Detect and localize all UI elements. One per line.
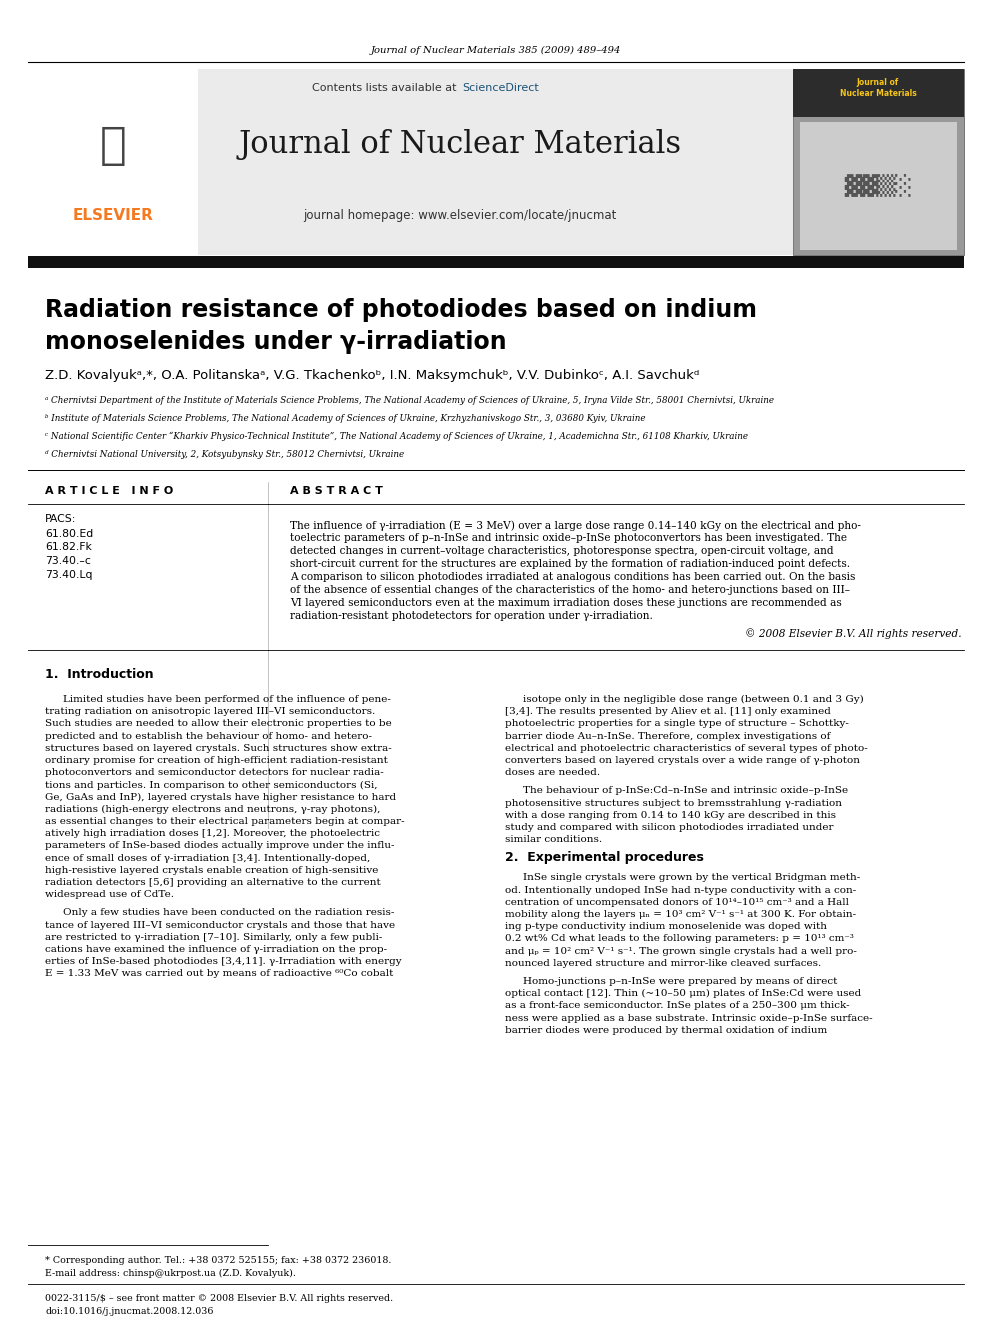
Text: electrical and photoelectric characteristics of several types of photo-: electrical and photoelectric characteris… <box>505 744 868 753</box>
Text: PACS:: PACS: <box>45 515 76 524</box>
Text: structures based on layered crystals. Such structures show extra-: structures based on layered crystals. Su… <box>45 744 392 753</box>
Text: barrier diodes were produced by thermal oxidation of indium: barrier diodes were produced by thermal … <box>505 1025 827 1035</box>
Text: Such studies are needed to allow their electronic properties to be: Such studies are needed to allow their e… <box>45 720 392 729</box>
Text: detected changes in current–voltage characteristics, photoresponse spectra, open: detected changes in current–voltage char… <box>290 546 833 556</box>
Text: toelectric parameters of p–n-InSe and intrinsic oxide–p-InSe photoconvertors has: toelectric parameters of p–n-InSe and in… <box>290 533 847 542</box>
Text: high-resistive layered crystals enable creation of high-sensitive: high-resistive layered crystals enable c… <box>45 865 378 875</box>
Text: and μₚ = 10² cm² V⁻¹ s⁻¹. The grown single crystals had a well pro-: and μₚ = 10² cm² V⁻¹ s⁻¹. The grown sing… <box>505 946 857 955</box>
Bar <box>793 69 964 255</box>
Text: isotope only in the negligible dose range (between 0.1 and 3 Gy): isotope only in the negligible dose rang… <box>523 695 864 704</box>
Text: mobility along the layers μₙ = 10³ cm² V⁻¹ s⁻¹ at 300 K. For obtain-: mobility along the layers μₙ = 10³ cm² V… <box>505 910 856 919</box>
Text: E-mail address: chinsp@ukrpost.ua (Z.D. Kovalyuk).: E-mail address: chinsp@ukrpost.ua (Z.D. … <box>45 1269 296 1278</box>
Text: ELSEVIER: ELSEVIER <box>72 208 154 222</box>
Text: 2.  Experimental procedures: 2. Experimental procedures <box>505 851 704 864</box>
Text: are restricted to γ-irradiation [7–10]. Similarly, only a few publi-: are restricted to γ-irradiation [7–10]. … <box>45 933 382 942</box>
Text: predicted and to establish the behaviour of homo- and hetero-: predicted and to establish the behaviour… <box>45 732 372 741</box>
Text: VI layered semiconductors even at the maximum irradiation doses these junctions : VI layered semiconductors even at the ma… <box>290 598 842 609</box>
Text: Journal of Nuclear Materials: Journal of Nuclear Materials <box>238 130 682 160</box>
Text: ence of small doses of γ-irradiation [3,4]. Intentionally-doped,: ence of small doses of γ-irradiation [3,… <box>45 853 370 863</box>
Text: doses are needed.: doses are needed. <box>505 769 600 777</box>
Text: photosensitive structures subject to bremsstrahlung γ-radiation: photosensitive structures subject to bre… <box>505 799 842 807</box>
Text: centration of uncompensated donors of 10¹⁴–10¹⁵ cm⁻³ and a Hall: centration of uncompensated donors of 10… <box>505 898 849 906</box>
Text: Limited studies have been performed of the influence of pene-: Limited studies have been performed of t… <box>63 695 391 704</box>
Bar <box>28 69 198 255</box>
Text: ness were applied as a base substrate. Intrinsic oxide–p-InSe surface-: ness were applied as a base substrate. I… <box>505 1013 873 1023</box>
Text: A B S T R A C T: A B S T R A C T <box>290 486 383 496</box>
Text: Ge, GaAs and InP), layered crystals have higher resistance to hard: Ge, GaAs and InP), layered crystals have… <box>45 792 396 802</box>
Bar <box>28 69 793 255</box>
Text: similar conditions.: similar conditions. <box>505 835 602 844</box>
Text: 73.40.Lq: 73.40.Lq <box>45 569 92 579</box>
Text: ᵇ Institute of Materials Science Problems, The National Academy of Sciences of U: ᵇ Institute of Materials Science Problem… <box>45 414 646 423</box>
Text: 0.2 wt% Cd what leads to the following parameters: p = 10¹³ cm⁻³: 0.2 wt% Cd what leads to the following p… <box>505 934 854 943</box>
Text: ScienceDirect: ScienceDirect <box>462 83 539 93</box>
Text: ing p-type conductivity indium monoselenide was doped with: ing p-type conductivity indium monoselen… <box>505 922 827 931</box>
Text: atively high irradiation doses [1,2]. Moreover, the photoelectric: atively high irradiation doses [1,2]. Mo… <box>45 830 380 839</box>
Text: 1.  Introduction: 1. Introduction <box>45 668 154 681</box>
Text: Only a few studies have been conducted on the radiation resis-: Only a few studies have been conducted o… <box>63 909 395 917</box>
Text: A R T I C L E   I N F O: A R T I C L E I N F O <box>45 486 174 496</box>
Text: Homo-junctions p–n-InSe were prepared by means of direct: Homo-junctions p–n-InSe were prepared by… <box>523 976 837 986</box>
Text: monoselenides under γ-irradiation: monoselenides under γ-irradiation <box>45 329 507 355</box>
Text: nounced layered structure and mirror-like cleaved surfaces.: nounced layered structure and mirror-lik… <box>505 959 821 968</box>
Text: as essential changes to their electrical parameters begin at compar-: as essential changes to their electrical… <box>45 818 405 826</box>
Text: short-circuit current for the structures are explained by the formation of radia: short-circuit current for the structures… <box>290 560 850 569</box>
Text: InSe single crystals were grown by the vertical Bridgman meth-: InSe single crystals were grown by the v… <box>523 873 860 882</box>
Text: Contents lists available at: Contents lists available at <box>312 83 460 93</box>
Text: barrier diode Au–n-InSe. Therefore, complex investigations of: barrier diode Au–n-InSe. Therefore, comp… <box>505 732 830 741</box>
Text: trating radiation on anisotropic layered III–VI semiconductors.: trating radiation on anisotropic layered… <box>45 708 375 716</box>
Text: 61.80.Ed: 61.80.Ed <box>45 529 93 538</box>
Text: erties of InSe-based photodiodes [3,4,11]. γ-Irradiation with energy: erties of InSe-based photodiodes [3,4,11… <box>45 958 402 966</box>
Text: A comparison to silicon photodiodes irradiated at analogous conditions has been : A comparison to silicon photodiodes irra… <box>290 572 855 582</box>
Text: Journal of Nuclear Materials 385 (2009) 489–494: Journal of Nuclear Materials 385 (2009) … <box>371 45 621 54</box>
Text: ᵃ Chernivtsi Department of the Institute of Materials Science Problems, The Nati: ᵃ Chernivtsi Department of the Institute… <box>45 396 774 405</box>
Text: 61.82.Fk: 61.82.Fk <box>45 542 92 553</box>
Text: parameters of InSe-based diodes actually improve under the influ-: parameters of InSe-based diodes actually… <box>45 841 395 851</box>
Text: The behaviour of p-InSe:Cd–n-InSe and intrinsic oxide–p-InSe: The behaviour of p-InSe:Cd–n-InSe and in… <box>523 786 848 795</box>
Text: E = 1.33 MeV was carried out by means of radioactive ⁶⁰Co cobalt: E = 1.33 MeV was carried out by means of… <box>45 970 394 979</box>
Text: radiation-resistant photodetectors for operation under γ-irradiation.: radiation-resistant photodetectors for o… <box>290 611 653 620</box>
Text: study and compared with silicon photodiodes irradiated under: study and compared with silicon photodio… <box>505 823 833 832</box>
Text: The influence of γ-irradiation (E = 3 MeV) over a large dose range 0.14–140 kGy : The influence of γ-irradiation (E = 3 Me… <box>290 520 861 531</box>
Text: radiation detectors [5,6] providing an alternative to the current: radiation detectors [5,6] providing an a… <box>45 878 381 886</box>
Text: tions and particles. In comparison to other semiconductors (Si,: tions and particles. In comparison to ot… <box>45 781 378 790</box>
Bar <box>800 122 957 250</box>
Text: tance of layered III–VI semiconductor crystals and those that have: tance of layered III–VI semiconductor cr… <box>45 921 395 930</box>
Text: [3,4]. The results presented by Aliev et al. [11] only examined: [3,4]. The results presented by Aliev et… <box>505 708 831 716</box>
Bar <box>793 69 964 116</box>
Text: * Corresponding author. Tel.: +38 0372 525155; fax: +38 0372 236018.: * Corresponding author. Tel.: +38 0372 5… <box>45 1256 392 1265</box>
Text: widespread use of CdTe.: widespread use of CdTe. <box>45 890 174 900</box>
Text: converters based on layered crystals over a wide range of γ-photon: converters based on layered crystals ove… <box>505 755 860 765</box>
Text: ordinary promise for creation of high-efficient radiation-resistant: ordinary promise for creation of high-ef… <box>45 755 388 765</box>
Text: photoelectric properties for a single type of structure – Schottky-: photoelectric properties for a single ty… <box>505 720 849 729</box>
Text: Z.D. Kovalyukᵃ,*, O.A. Politanskaᵃ, V.G. Tkachenkoᵇ, I.N. Maksymchukᵇ, V.V. Dubi: Z.D. Kovalyukᵃ,*, O.A. Politanskaᵃ, V.G.… <box>45 369 699 381</box>
Text: Radiation resistance of photodiodes based on indium: Radiation resistance of photodiodes base… <box>45 298 757 321</box>
Text: 🌲: 🌲 <box>99 123 126 167</box>
Text: of the absence of essential changes of the characteristics of the homo- and hete: of the absence of essential changes of t… <box>290 585 850 595</box>
Text: ᵈ Chernivtsi National University, 2, Kotsyubynsky Str., 58012 Chernivtsi, Ukrain: ᵈ Chernivtsi National University, 2, Kot… <box>45 450 404 459</box>
Text: journal homepage: www.elsevier.com/locate/jnucmat: journal homepage: www.elsevier.com/locat… <box>304 209 617 221</box>
Text: with a dose ranging from 0.14 to 140 kGy are described in this: with a dose ranging from 0.14 to 140 kGy… <box>505 811 836 820</box>
Bar <box>28 255 964 269</box>
Text: as a front-face semiconductor. InSe plates of a 250–300 μm thick-: as a front-face semiconductor. InSe plat… <box>505 1002 849 1011</box>
Text: Journal of
Nuclear Materials: Journal of Nuclear Materials <box>839 78 917 98</box>
Text: 73.40.–c: 73.40.–c <box>45 556 91 566</box>
Text: od. Intentionally undoped InSe had n-type conductivity with a con-: od. Intentionally undoped InSe had n-typ… <box>505 885 856 894</box>
Text: 0022-3115/$ – see front matter © 2008 Elsevier B.V. All rights reserved.: 0022-3115/$ – see front matter © 2008 El… <box>45 1294 393 1303</box>
Text: cations have examined the influence of γ-irradiation on the prop-: cations have examined the influence of γ… <box>45 945 387 954</box>
Text: radiations (high-energy electrons and neutrons, γ-ray photons),: radiations (high-energy electrons and ne… <box>45 804 380 814</box>
Text: © 2008 Elsevier B.V. All rights reserved.: © 2008 Elsevier B.V. All rights reserved… <box>745 628 962 639</box>
Text: doi:10.1016/j.jnucmat.2008.12.036: doi:10.1016/j.jnucmat.2008.12.036 <box>45 1307 213 1316</box>
Text: ᶜ National Scientific Center “Kharkiv Physico-Technical Institute”, The National: ᶜ National Scientific Center “Kharkiv Ph… <box>45 433 748 442</box>
Text: photoconvertors and semiconductor detectors for nuclear radia-: photoconvertors and semiconductor detect… <box>45 769 384 777</box>
Text: ▓▓▒░: ▓▓▒░ <box>844 173 913 196</box>
Text: optical contact [12]. Thin (~10–50 μm) plates of InSe:Cd were used: optical contact [12]. Thin (~10–50 μm) p… <box>505 990 861 999</box>
